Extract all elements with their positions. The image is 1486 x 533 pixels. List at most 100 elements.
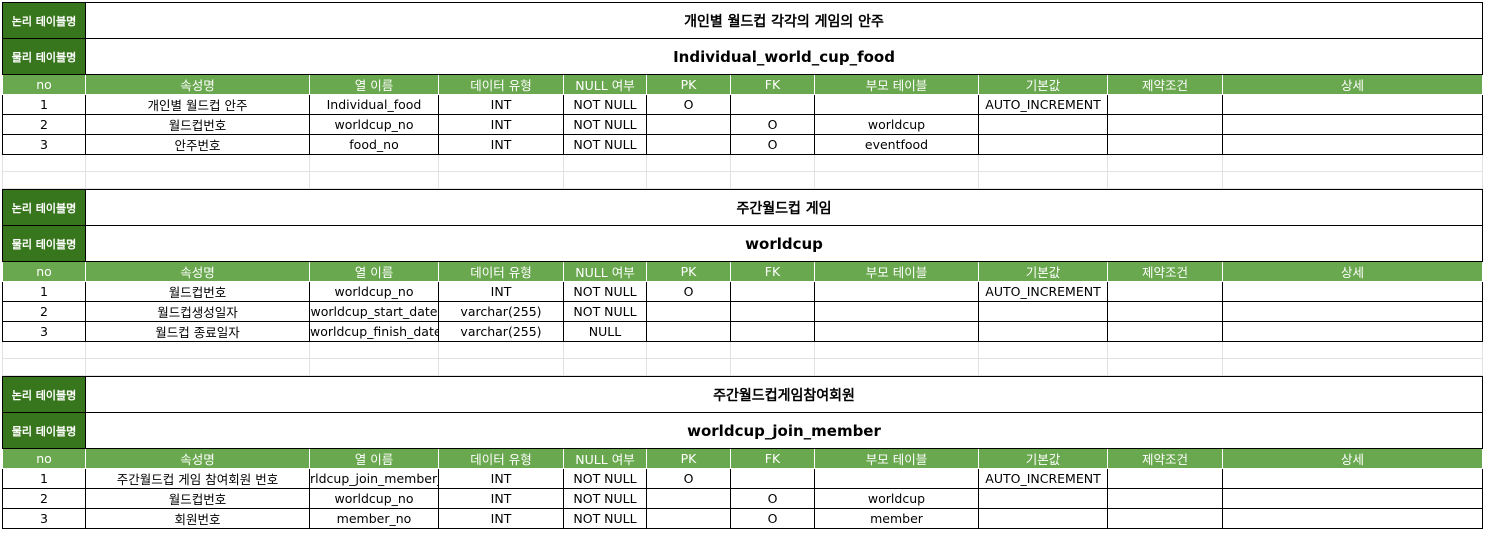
empty-cell[interactable] [563,154,647,172]
empty-cell[interactable] [814,154,979,172]
cell-pk[interactable] [646,301,731,322]
cell-pk[interactable] [646,488,731,509]
cell-attribute[interactable]: 월드컵번호 [85,114,310,135]
cell-attribute[interactable]: 월드컵 종료일자 [85,321,310,342]
cell-column-name[interactable]: worldcup_start_date [309,301,439,322]
cell-default[interactable] [978,488,1108,509]
cell-detail[interactable] [1221,488,1484,509]
cell-detail[interactable] [1221,134,1484,155]
cell-pk[interactable]: O [646,281,731,302]
cell-nullable[interactable]: NOT NULL [563,508,647,529]
empty-cell[interactable] [646,341,731,359]
cell-fk[interactable] [730,321,815,342]
cell-fk[interactable] [730,281,815,302]
cell-fk[interactable] [730,94,815,115]
empty-cell[interactable] [978,171,1108,189]
cell-default[interactable] [978,301,1108,322]
empty-cell[interactable] [563,358,647,376]
cell-no[interactable]: 3 [2,321,86,342]
cell-data-type[interactable]: varchar(255) [438,321,564,342]
cell-parent-table[interactable] [814,281,979,302]
cell-attribute[interactable]: 개인별 월드컵 안주 [85,94,310,115]
cell-detail[interactable] [1221,321,1484,342]
cell-no[interactable]: 1 [2,281,86,302]
cell-parent-table[interactable] [814,321,979,342]
cell-nullable[interactable]: NOT NULL [563,488,647,509]
cell-nullable[interactable]: NOT NULL [563,114,647,135]
empty-cell[interactable] [646,171,731,189]
cell-parent-table[interactable] [814,301,979,322]
cell-attribute[interactable]: 월드컵번호 [85,281,310,302]
cell-data-type[interactable]: INT [438,488,564,509]
cell-parent-table[interactable]: worldcup [814,114,979,135]
cell-attribute[interactable]: 회원번호 [85,508,310,529]
cell-fk[interactable]: O [730,508,815,529]
empty-cell[interactable] [309,341,439,359]
empty-cell[interactable] [730,154,815,172]
empty-cell[interactable] [1221,341,1484,359]
cell-attribute[interactable]: 월드컵생성일자 [85,301,310,322]
cell-data-type[interactable]: INT [438,281,564,302]
cell-fk[interactable]: O [730,134,815,155]
empty-cell[interactable] [1107,154,1223,172]
cell-constraint[interactable] [1107,114,1223,135]
empty-cell[interactable] [85,341,310,359]
empty-cell[interactable] [730,341,815,359]
physical-table-name[interactable]: worldcup [84,225,1484,262]
cell-attribute[interactable]: 주간월드컵 게임 참여회원 번호 [85,468,310,489]
empty-cell[interactable] [1107,171,1223,189]
cell-pk[interactable] [646,321,731,342]
empty-cell[interactable] [1221,171,1484,189]
cell-default[interactable]: AUTO_INCREMENT [978,94,1108,115]
empty-cell[interactable] [309,358,439,376]
empty-cell[interactable] [2,358,86,376]
cell-constraint[interactable] [1107,281,1223,302]
cell-nullable[interactable]: NOT NULL [563,281,647,302]
empty-cell[interactable] [2,171,86,189]
cell-default[interactable] [978,508,1108,529]
empty-cell[interactable] [438,358,564,376]
cell-data-type[interactable]: INT [438,94,564,115]
cell-detail[interactable] [1221,94,1484,115]
empty-cell[interactable] [978,358,1108,376]
cell-constraint[interactable] [1107,488,1223,509]
cell-column-name[interactable]: worldcup_no [309,114,439,135]
cell-column-name[interactable]: worldcup_no [309,488,439,509]
cell-parent-table[interactable] [814,468,979,489]
empty-cell[interactable] [438,341,564,359]
empty-cell[interactable] [730,358,815,376]
empty-cell[interactable] [563,171,647,189]
cell-data-type[interactable]: INT [438,508,564,529]
cell-constraint[interactable] [1107,468,1223,489]
cell-nullable[interactable]: NOT NULL [563,134,647,155]
empty-cell[interactable] [1221,154,1484,172]
cell-parent-table[interactable]: member [814,508,979,529]
logical-table-name[interactable]: 주간월드컵 게임 [84,189,1484,226]
empty-cell[interactable] [309,154,439,172]
logical-table-name[interactable]: 주간월드컵게임참여회원 [84,376,1484,413]
empty-cell[interactable] [646,154,731,172]
cell-nullable[interactable]: NULL [563,321,647,342]
empty-cell[interactable] [978,341,1108,359]
empty-cell[interactable] [438,171,564,189]
cell-column-name[interactable]: member_no [309,508,439,529]
physical-table-name[interactable]: worldcup_join_member [84,412,1484,449]
cell-constraint[interactable] [1107,301,1223,322]
cell-attribute[interactable]: 안주번호 [85,134,310,155]
cell-default[interactable] [978,321,1108,342]
empty-cell[interactable] [814,358,979,376]
cell-detail[interactable] [1221,281,1484,302]
empty-cell[interactable] [309,171,439,189]
empty-cell[interactable] [1107,358,1223,376]
cell-pk[interactable]: O [646,94,731,115]
cell-detail[interactable] [1221,508,1484,529]
empty-cell[interactable] [730,171,815,189]
cell-pk[interactable] [646,114,731,135]
cell-column-name[interactable]: rldcup_join_member_ [309,468,439,489]
cell-pk[interactable]: O [646,468,731,489]
cell-constraint[interactable] [1107,94,1223,115]
cell-no[interactable]: 2 [2,488,86,509]
empty-cell[interactable] [2,154,86,172]
empty-cell[interactable] [978,154,1108,172]
cell-parent-table[interactable]: worldcup [814,488,979,509]
